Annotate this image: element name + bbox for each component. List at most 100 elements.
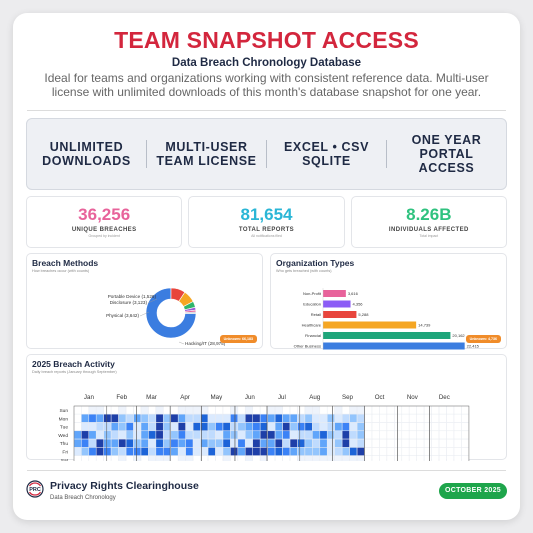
bar: [323, 311, 357, 318]
heatmap-cell: [438, 414, 447, 423]
heatmap-cell: [275, 455, 283, 461]
heatmap-cell: [267, 455, 276, 461]
heatmap-cell: [148, 405, 156, 415]
heatmap-cell: [222, 455, 231, 461]
heatmap-cell: [364, 439, 372, 448]
heatmap-cell: [461, 422, 469, 431]
heatmap-cell: [319, 414, 328, 423]
activity-panel: 2025 Breach Activity Daily breach report…: [26, 354, 507, 461]
heatmap-cell: [282, 405, 290, 415]
heatmap-cell: [438, 405, 447, 415]
heatmap-cell: [312, 430, 320, 440]
heatmap-cell: [73, 414, 82, 423]
heatmap-cell: [409, 439, 417, 448]
heatmap-cell: [81, 455, 89, 461]
heatmap-cell: [431, 405, 439, 415]
bar-category-label: Healthcare: [302, 323, 322, 328]
heatmap-cell: [207, 455, 216, 461]
heatmap-cell: [215, 430, 223, 440]
heatmap-cell: [424, 405, 432, 415]
bar-value-label: 20,162: [452, 333, 465, 338]
heatmap-cell: [424, 414, 432, 423]
heatmap-cell: [200, 455, 208, 461]
panel-subtitle: How breaches occur (with counts): [32, 269, 90, 273]
heatmap-cell: [289, 439, 298, 448]
heatmap-cell: [379, 422, 387, 431]
month-label: Aug: [309, 394, 321, 401]
heatmap-cell: [386, 422, 395, 431]
heatmap-cell: [245, 414, 253, 423]
heatmap-cell: [394, 430, 402, 440]
bar: [323, 300, 351, 308]
heatmap-cell: [81, 430, 89, 440]
month-label: Feb: [116, 394, 127, 401]
heatmap-cell: [185, 430, 194, 440]
heatmap-cell: [193, 430, 201, 440]
stats-row: 36,256 UNIQUE BREACHES Grouped by incide…: [26, 196, 507, 248]
heatmap-cell: [126, 447, 134, 456]
heatmap-cell: [96, 439, 104, 448]
heatmap-cell: [222, 430, 231, 440]
feature-formats: EXCEL • CSV SQLITE: [267, 140, 386, 168]
breach-methods-panel: Breach Methods How breaches occur (with …: [26, 253, 263, 349]
month-label: Oct: [375, 394, 385, 401]
heatmap-cell: [111, 405, 119, 415]
heatmap-cell: [319, 447, 328, 456]
panel-title: Organization Types: [276, 258, 355, 268]
heatmap-cell: [155, 439, 164, 448]
heatmap-cell: [386, 447, 395, 456]
heatmap-cell: [416, 405, 425, 415]
heatmap-cell: [349, 405, 358, 415]
heatmap-cell: [431, 447, 439, 456]
bar: [323, 290, 346, 297]
heatmap-cell: [222, 447, 231, 456]
heatmap-cell: [200, 430, 208, 440]
heatmap-cell: [319, 422, 328, 431]
heatmap-cell: [416, 455, 425, 461]
heatmap-cell: [334, 414, 343, 423]
heatmap-cell: [461, 405, 469, 415]
heatmap-cell: [349, 422, 358, 431]
heatmap-cell: [401, 414, 410, 423]
heatmap-cell: [416, 439, 425, 448]
heatmap-cell: [200, 422, 208, 431]
stat-unique-breaches: 36,256 UNIQUE BREACHES Grouped by incide…: [26, 196, 183, 248]
heatmap-cell: [349, 439, 358, 448]
features-bar: UNLIMITED DOWNLOADS MULTI-USER TEAM LICE…: [26, 118, 507, 190]
heatmap-cell: [230, 439, 238, 448]
heatmap-cell: [111, 455, 119, 461]
heatmap-cell: [103, 455, 112, 461]
month-badge: OCTOBER 2025: [439, 483, 507, 499]
pie-label: Portable Device (1,526): [108, 294, 157, 299]
heatmap-cell: [267, 430, 276, 440]
heatmap-cell: [222, 422, 231, 431]
heatmap-cell: [245, 447, 253, 456]
heatmap-cell: [155, 447, 164, 456]
heatmap-cell: [386, 455, 395, 461]
pie-label: Hacking/IT (28,975): [185, 341, 226, 346]
heatmap-cell: [245, 455, 253, 461]
heatmap-cell: [334, 455, 343, 461]
bar-value-label: 22,415: [467, 344, 480, 349]
heatmap-cell: [297, 414, 305, 423]
month-label: Sep: [342, 394, 354, 401]
heatmap-cell: [252, 455, 261, 461]
bar-value-label: 5,288: [358, 312, 369, 317]
heatmap-cell: [379, 455, 387, 461]
heatmap-cell: [140, 447, 149, 456]
heatmap-cell: [140, 414, 149, 423]
heatmap-cell: [155, 430, 164, 440]
heatmap-cell: [140, 405, 149, 415]
heatmap-cell: [446, 405, 454, 415]
heatmap-cell: [170, 405, 179, 415]
heatmap-cell: [386, 430, 395, 440]
heatmap-cell: [282, 447, 290, 456]
heatmap-cell: [319, 455, 328, 461]
panel-title: Breach Methods: [32, 258, 99, 268]
heatmap-cell: [312, 447, 320, 456]
heatmap-cell: [163, 447, 171, 456]
month-outline: [429, 405, 470, 461]
org-types-panel: Organization Types Who gets breached (wi…: [270, 253, 507, 350]
stat-value: 81,654: [240, 205, 293, 224]
heatmap-cell: [200, 405, 208, 415]
